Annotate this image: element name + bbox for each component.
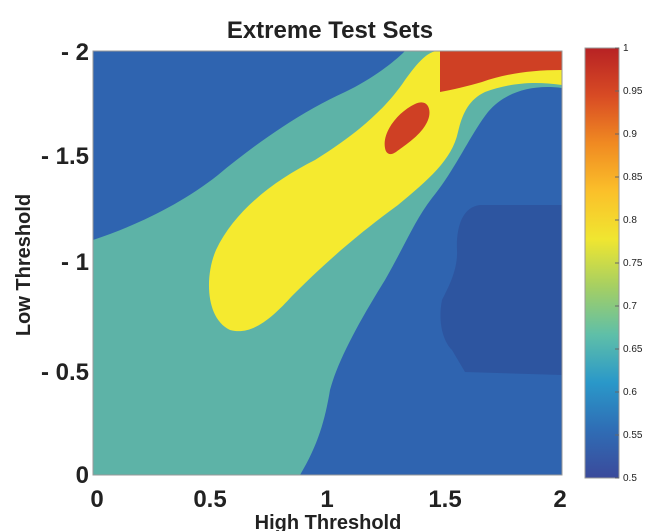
x-tick-label: 0 [90,486,103,513]
colorbar: 0.5 0.55 0.6 0.65 0.7 0.75 0.8 0.85 0.9 0.95 1 [584,43,643,484]
y-axis-label: Low Threshold [13,194,35,336]
colorbar-tick-label: 0.7 [623,301,637,312]
colorbar-tick-label: 0.85 [623,172,643,183]
x-tick-label: 1.5 [428,486,461,513]
x-axis-label: High Threshold [255,512,402,531]
contour-fills [93,51,562,475]
colorbar-tick-label: 0.55 [623,430,643,441]
contour-level-0.9-spot [384,102,430,155]
colorbar-tick-label: 0.9 [623,129,637,140]
x-tick-label: 1 [320,486,333,513]
plot-frame [92,50,563,476]
y-tick-label: - 2 [61,39,89,66]
colorbar-gradient [585,48,619,478]
y-tick-labels: 0 - 0.5 - 1 - 1.5 - 2 [41,39,89,489]
contour-level-0.8 [208,51,562,332]
colorbar-tick-label: 0.65 [623,344,643,355]
x-tick-label: 0.5 [193,486,226,513]
colorbar-tick-label: 1 [623,43,629,54]
x-tick-label: 2 [553,486,566,513]
colorbar-ticks: 0.5 0.55 0.6 0.65 0.7 0.75 0.8 0.85 0.9 0.95 1 [615,43,643,484]
colorbar-tick-label: 0.8 [623,215,637,226]
y-tick-label: - 1.5 [41,143,89,170]
colorbar-tick-label: 0.5 [623,473,637,484]
y-tick-label: - 0.5 [41,359,89,386]
chart-title: Extreme Test Sets [227,17,433,44]
x-tick-labels: 0 0.5 1 1.5 2 [90,486,566,513]
colorbar-tick-label: 0.6 [623,387,637,398]
y-tick-label: 0 [76,462,89,489]
contour-level-0.55 [440,205,562,375]
contour-level-0.9 [440,51,562,92]
colorbar-tick-label: 0.75 [623,258,643,269]
colorbar-tick-label: 0.95 [623,86,643,97]
y-tick-label: - 1 [61,249,89,276]
